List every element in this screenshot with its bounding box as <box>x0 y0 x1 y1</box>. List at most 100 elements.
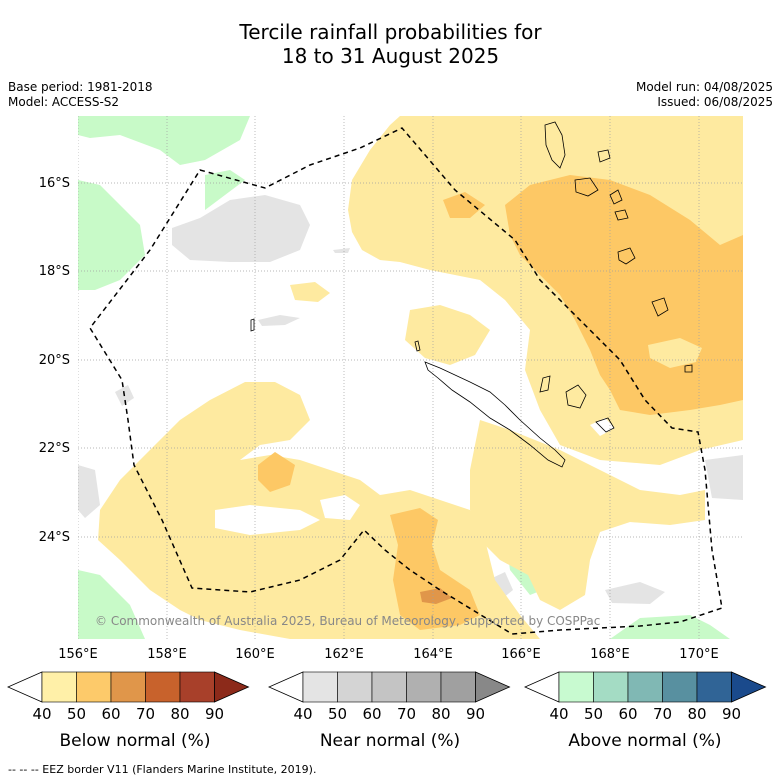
below-region-central <box>405 305 490 365</box>
lat-label-24s: 24°S <box>38 530 70 545</box>
near-region-2 <box>258 315 300 326</box>
new-caledonia-coast <box>424 361 566 468</box>
map-plot-area <box>78 116 743 639</box>
colorbar-label-below: Below normal (%) <box>59 731 211 751</box>
colorbar-extend-high <box>731 671 767 703</box>
near-region-4 <box>78 465 100 518</box>
colorbar-extend-high <box>214 671 250 703</box>
near-normal-regions <box>78 195 743 604</box>
colorbar-tick-label: 40 <box>32 705 52 723</box>
colorbar-extend-low <box>524 671 560 703</box>
copyright-text: © Commonwealth of Australia 2025, Bureau… <box>95 614 601 628</box>
title-line-1: Tercile rainfall probabilities for <box>239 20 542 44</box>
colorbar-segment <box>76 671 112 703</box>
near-region-8 <box>333 248 350 253</box>
colorbar-segment <box>440 671 476 703</box>
efate-coast <box>617 247 636 265</box>
colorbar-segment <box>371 671 407 703</box>
model-name: Model: ACCESS-S2 <box>8 95 120 109</box>
colorbar-tick-label: 80 <box>170 705 190 723</box>
below-orange-s <box>390 508 480 630</box>
below-orange-n <box>443 192 485 218</box>
colorbar-tick-label: 50 <box>583 705 604 723</box>
near-region-1 <box>172 195 310 262</box>
colorbar-tick-label: 60 <box>618 705 638 723</box>
below-orange-w <box>258 452 295 492</box>
meta-left: Base period: 1981-2018 Model: ACCESS-S2 <box>8 80 153 110</box>
colorbar-near <box>268 671 511 703</box>
model-run: Model run: 04/08/2025 <box>635 80 773 94</box>
mare-coast <box>595 417 615 433</box>
lon-label-158e: 158°E <box>147 647 187 662</box>
colorbar-segment <box>110 671 146 703</box>
issued-date: Issued: 06/08/2025 <box>657 95 773 109</box>
colorbar-tick-label: 40 <box>549 705 569 723</box>
lat-label-22s: 22°S <box>38 441 70 456</box>
colorbar-extend-low <box>268 671 304 703</box>
colorbar-segment <box>627 671 663 703</box>
lat-label-16s: 16°S <box>38 176 70 191</box>
colorbar-tick-label: 50 <box>66 705 87 723</box>
title-line-2: 18 to 31 August 2025 <box>281 44 500 68</box>
colorbar-below <box>7 671 250 703</box>
eez-border <box>89 127 723 635</box>
colorbars-svg <box>7 671 767 703</box>
gridlines <box>78 116 743 639</box>
colorbar-tick-label: 60 <box>362 705 382 723</box>
base-period: Base period: 1981-2018 <box>8 80 153 94</box>
below-region-east <box>470 420 705 610</box>
island-coast-1 <box>597 149 611 163</box>
colorbar-tick-label: 90 <box>465 705 486 723</box>
malekula-coast <box>574 177 599 197</box>
above-region-w <box>78 180 145 290</box>
lon-label-170e: 170°E <box>679 647 719 662</box>
island-coast-2 <box>609 189 623 205</box>
colorbar-extend-low <box>7 671 43 703</box>
colorbar-segment <box>558 671 594 703</box>
colorbar-segment <box>179 671 215 703</box>
lon-label-156e: 156°E <box>58 647 98 662</box>
lon-label-166e: 166°E <box>501 647 541 662</box>
chesterfield-coast <box>250 318 255 332</box>
colorbar-tick-label: 70 <box>135 705 156 723</box>
colorbar-segment <box>337 671 373 703</box>
eez-footnote: -- -- -- EEZ border V11 (Flanders Marine… <box>8 763 317 776</box>
erromango-coast <box>651 297 669 317</box>
neutral-hole-2 <box>320 495 360 520</box>
colorbar-tick-label: 60 <box>101 705 121 723</box>
colorbar-label-above: Above normal (%) <box>568 731 722 751</box>
colorbar-segment <box>41 671 77 703</box>
colorbar-segment <box>145 671 181 703</box>
above-region-sw <box>78 570 145 639</box>
lon-label-168e: 168°E <box>590 647 630 662</box>
lon-label-160e: 160°E <box>235 647 275 662</box>
meta-right: Model run: 04/08/2025 Issued: 06/08/2025 <box>636 80 773 110</box>
coastlines <box>250 121 693 468</box>
colorbar-tick-label: 70 <box>396 705 417 723</box>
colorbar-tick-label: 50 <box>327 705 348 723</box>
colorbar-extend-high <box>475 671 511 703</box>
lat-label-20s: 20°S <box>38 353 70 368</box>
below-region-small <box>290 282 330 302</box>
lat-label-18s: 18°S <box>38 264 70 279</box>
colorbar-segment <box>406 671 442 703</box>
colorbar-tick-label: 80 <box>431 705 451 723</box>
espiritu-santo-coast <box>544 121 566 169</box>
colorbar-segment <box>696 671 732 703</box>
map-title: Tercile rainfall probabilities for 18 to… <box>0 20 781 68</box>
island-coast-4 <box>684 364 693 373</box>
near-region-5 <box>705 455 743 500</box>
above-region-nw <box>78 116 250 165</box>
colorbar-tick-label: 80 <box>687 705 707 723</box>
above-region-s <box>610 615 730 639</box>
neutral-hole-3 <box>360 440 430 475</box>
colorbar-segment <box>302 671 338 703</box>
ouvea-coast <box>539 375 551 393</box>
colorbar-above <box>524 671 767 703</box>
colorbar-tick-label: 70 <box>652 705 673 723</box>
orange-inner-patch <box>648 338 702 368</box>
colorbar-segment <box>593 671 629 703</box>
colorbar-label-near: Near normal (%) <box>319 731 461 751</box>
colorbar-tick-label: 90 <box>721 705 742 723</box>
